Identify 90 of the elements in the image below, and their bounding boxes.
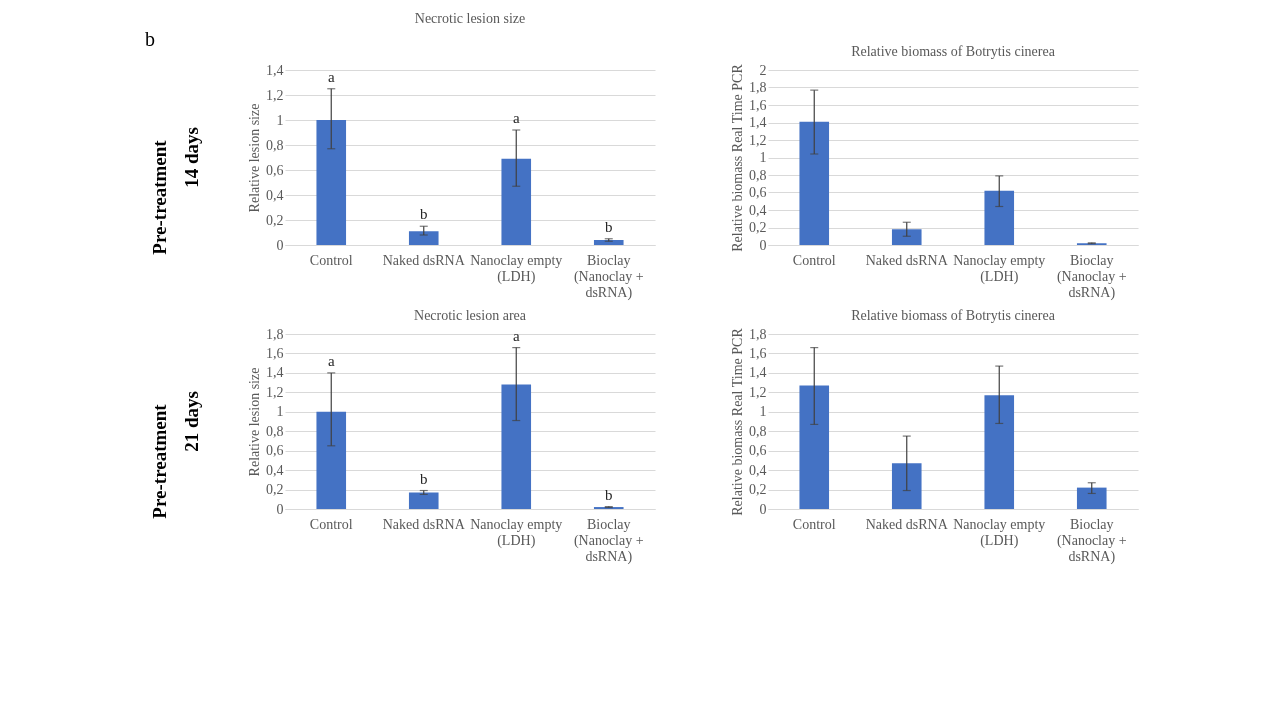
y-tick-label: 0,2	[749, 482, 767, 498]
x-tick-label: Naked dsRNA	[382, 252, 466, 268]
y-tick-label: 0,4	[266, 187, 284, 203]
annotation: a	[512, 110, 520, 126]
bar	[1076, 487, 1107, 509]
y-tick-label: 1	[276, 112, 284, 128]
y-tick-label: 0,4	[749, 202, 767, 218]
x-tick-label: Bioclay (Nanoclay + dsRNA)	[573, 516, 644, 565]
x-tick-label: Bioclay (Nanoclay + dsRNA)	[573, 252, 644, 301]
text: Pre-treatment	[149, 403, 170, 519]
y-tick-label: 0,6	[266, 162, 284, 178]
y-tick-label: 1,2	[266, 87, 284, 103]
annotation: b	[605, 486, 613, 503]
y-tick-label: 0,4	[749, 462, 767, 478]
bar	[891, 229, 922, 245]
x-tick-label: Bioclay (Nanoclay + dsRNA)	[1056, 516, 1127, 565]
x-tick-label: Nanoclay empty (LDH)	[470, 252, 563, 285]
y-tick-label: 1,2	[749, 384, 767, 400]
x-tick-label: Nanoclay empty (LDH)	[953, 252, 1046, 285]
bar	[984, 395, 1015, 509]
x-tick-label: Naked dsRNA	[865, 516, 949, 532]
annotation: b	[420, 206, 428, 223]
y-axis-title: Relative biomass Real Time PCR	[730, 63, 745, 252]
chart-title: Necrotic lesion area	[414, 308, 527, 323]
chart-title: Relative biomass of Botrytis cinerea	[851, 44, 1056, 59]
bar	[501, 158, 532, 245]
x-tick-label: Naked dsRNA	[865, 252, 949, 268]
y-axis-title: Relative lesion size	[247, 367, 262, 477]
y-tick-label: 0,8	[749, 167, 767, 183]
y-tick-label: 0,2	[266, 212, 284, 228]
y-tick-label: 0,6	[266, 443, 284, 459]
y-tick-label: 1,8	[749, 326, 767, 342]
chart-title: Necrotic lesion size	[414, 11, 526, 26]
y-tick-label: 0	[276, 501, 284, 517]
y-tick-label: 1	[276, 404, 284, 420]
text: b	[145, 28, 155, 50]
bar	[799, 121, 830, 245]
x-tick-label: Control	[309, 252, 353, 268]
y-tick-label: 0,2	[266, 482, 284, 498]
bar	[891, 463, 922, 509]
text: 21 days	[181, 391, 202, 452]
y-tick-label: 1,2	[749, 132, 767, 148]
y-axis-title: Relative lesion size	[247, 103, 262, 213]
bar	[316, 120, 347, 245]
y-tick-label: 1,4	[749, 365, 767, 381]
annotation: b	[420, 470, 428, 487]
bar	[316, 411, 347, 509]
y-tick-label: 1	[759, 150, 767, 165]
y-tick-label: 1,4	[266, 365, 284, 381]
y-tick-label: 0	[759, 237, 767, 253]
x-tick-label: Control	[792, 252, 836, 268]
x-tick-label: Control	[792, 516, 836, 532]
bar	[593, 240, 624, 245]
chart-title: Relative biomass of Botrytis cinerea	[851, 308, 1056, 323]
annotation: a	[327, 68, 335, 85]
y-tick-label: 0,8	[266, 137, 284, 153]
y-tick-label: 1	[759, 404, 767, 420]
y-tick-label: 1,8	[749, 80, 767, 95]
x-tick-label: Control	[309, 516, 353, 532]
y-tick-label: 0,2	[749, 220, 767, 235]
y-tick-label: 1,8	[266, 326, 284, 342]
y-tick-label: 1,4	[749, 115, 767, 130]
y-tick-label: 1,6	[266, 345, 284, 361]
y-tick-label: 1,6	[749, 345, 767, 361]
bar	[799, 385, 830, 509]
bar	[408, 231, 439, 245]
y-tick-label: 0	[276, 237, 284, 253]
y-tick-label: 0	[759, 501, 767, 517]
x-tick-label: Nanoclay empty (LDH)	[953, 516, 1046, 549]
x-tick-label: Bioclay (Nanoclay + dsRNA)	[1056, 252, 1127, 301]
text: Pre-treatment	[149, 139, 170, 255]
y-axis-title: Relative biomass Real Time PCR	[730, 327, 745, 516]
y-tick-label: 0,6	[749, 443, 767, 459]
y-tick-label: 1,6	[749, 97, 767, 113]
y-tick-label: 0,8	[749, 423, 767, 439]
text: 14 days	[181, 127, 202, 188]
y-tick-label: 0,6	[749, 185, 767, 200]
y-tick-label: 1,2	[266, 384, 284, 400]
y-tick-label: 2	[759, 62, 767, 78]
y-tick-label: 0,8	[266, 423, 284, 439]
y-tick-label: 1,4	[266, 62, 284, 78]
bar	[408, 492, 439, 509]
annotation: a	[512, 327, 520, 344]
annotation: a	[327, 352, 335, 369]
annotation: b	[605, 218, 613, 235]
x-tick-label: Naked dsRNA	[382, 516, 466, 532]
x-tick-label: Nanoclay empty (LDH)	[470, 516, 563, 549]
bar	[984, 190, 1015, 245]
bar	[501, 384, 532, 509]
y-tick-label: 0,4	[266, 462, 284, 478]
